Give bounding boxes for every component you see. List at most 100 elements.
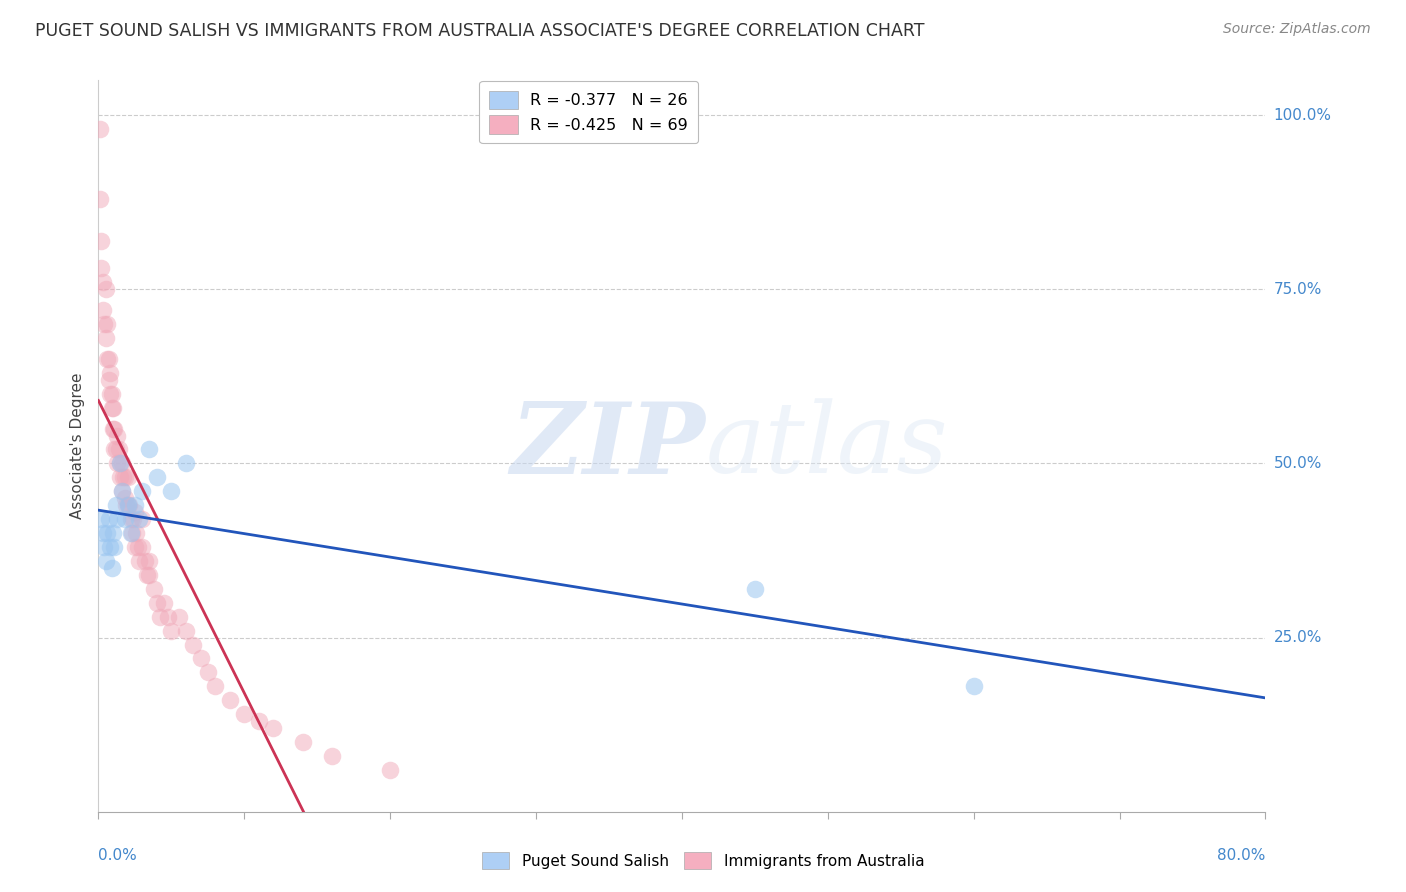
Point [127, 540, 149, 554]
Point [115, 498, 138, 512]
Point [114, 491, 136, 506]
Point [128, 554, 150, 568]
Point [117, 498, 139, 512]
Point [105, 457, 128, 471]
Legend: Puget Sound Salish, Immigrants from Australia: Puget Sound Salish, Immigrants from Aust… [475, 846, 931, 875]
Point [110, 457, 132, 471]
Point [105, 428, 128, 442]
Point [135, 567, 157, 582]
Point [94, 331, 117, 345]
Point [121, 526, 143, 541]
Point [101, 526, 124, 541]
Point [91, 303, 114, 318]
Point [247, 714, 270, 728]
Point [160, 484, 183, 499]
Point [124, 540, 146, 554]
Point [218, 693, 240, 707]
Point [114, 470, 136, 484]
Point [124, 498, 146, 512]
Point [96, 351, 118, 366]
Point [103, 442, 125, 457]
Text: PUGET SOUND SALISH VS IMMIGRANTS FROM AUSTRALIA ASSOCIATE'S DEGREE CORRELATION C: PUGET SOUND SALISH VS IMMIGRANTS FROM AU… [35, 22, 925, 40]
Point [90, 234, 112, 248]
Point [104, 498, 127, 512]
Point [160, 624, 183, 638]
Point [97, 351, 120, 366]
Point [131, 540, 153, 554]
Point [90, 261, 112, 276]
Text: atlas: atlas [706, 399, 948, 493]
Point [101, 421, 124, 435]
Point [105, 512, 128, 526]
Point [94, 282, 117, 296]
Point [321, 749, 343, 764]
Point [204, 679, 226, 693]
Point [131, 484, 153, 499]
Point [197, 665, 219, 680]
Point [110, 470, 132, 484]
Point [146, 596, 169, 610]
Point [100, 561, 122, 575]
Point [93, 317, 115, 331]
Point [97, 512, 120, 526]
Point [110, 457, 132, 471]
Point [89, 122, 111, 136]
Point [181, 638, 204, 652]
Point [120, 526, 142, 541]
Text: 25.0%: 25.0% [1274, 630, 1322, 645]
Point [122, 512, 145, 526]
Point [117, 498, 139, 512]
Point [114, 512, 136, 526]
Text: 75.0%: 75.0% [1274, 282, 1322, 297]
Text: 100.0%: 100.0% [1274, 108, 1331, 122]
Point [138, 442, 160, 457]
Point [98, 386, 121, 401]
Point [174, 457, 197, 471]
Point [142, 582, 165, 596]
Point [291, 735, 314, 749]
Point [190, 651, 212, 665]
Text: ZIP: ZIP [510, 398, 706, 494]
Point [167, 609, 190, 624]
Point [100, 401, 122, 415]
Point [138, 554, 160, 568]
Point [118, 498, 141, 512]
Point [380, 763, 402, 777]
Point [98, 366, 121, 380]
Point [744, 582, 766, 596]
Point [120, 512, 142, 526]
Point [111, 484, 134, 499]
Point [94, 554, 117, 568]
Point [124, 505, 146, 519]
Text: 0.0%: 0.0% [98, 848, 138, 863]
Point [104, 442, 127, 457]
Point [96, 526, 118, 541]
Point [174, 624, 197, 638]
Point [146, 470, 169, 484]
Point [138, 567, 160, 582]
Point [91, 275, 114, 289]
Point [233, 707, 256, 722]
Legend: R = -0.377   N = 26, R = -0.425   N = 69: R = -0.377 N = 26, R = -0.425 N = 69 [479, 81, 697, 144]
Point [97, 373, 120, 387]
Point [262, 721, 284, 735]
Point [111, 457, 134, 471]
Text: Source: ZipAtlas.com: Source: ZipAtlas.com [1223, 22, 1371, 37]
Point [101, 401, 124, 415]
Point [103, 421, 125, 435]
Point [90, 512, 112, 526]
Point [149, 609, 172, 624]
Point [111, 484, 134, 499]
Point [96, 317, 118, 331]
Point [112, 470, 135, 484]
Point [93, 540, 115, 554]
Point [117, 470, 139, 484]
Point [91, 526, 114, 541]
Point [153, 596, 176, 610]
Text: 80.0%: 80.0% [1218, 848, 1265, 863]
Point [125, 526, 148, 541]
Point [108, 442, 131, 457]
Point [103, 540, 125, 554]
Text: 50.0%: 50.0% [1274, 456, 1322, 471]
Point [134, 554, 156, 568]
